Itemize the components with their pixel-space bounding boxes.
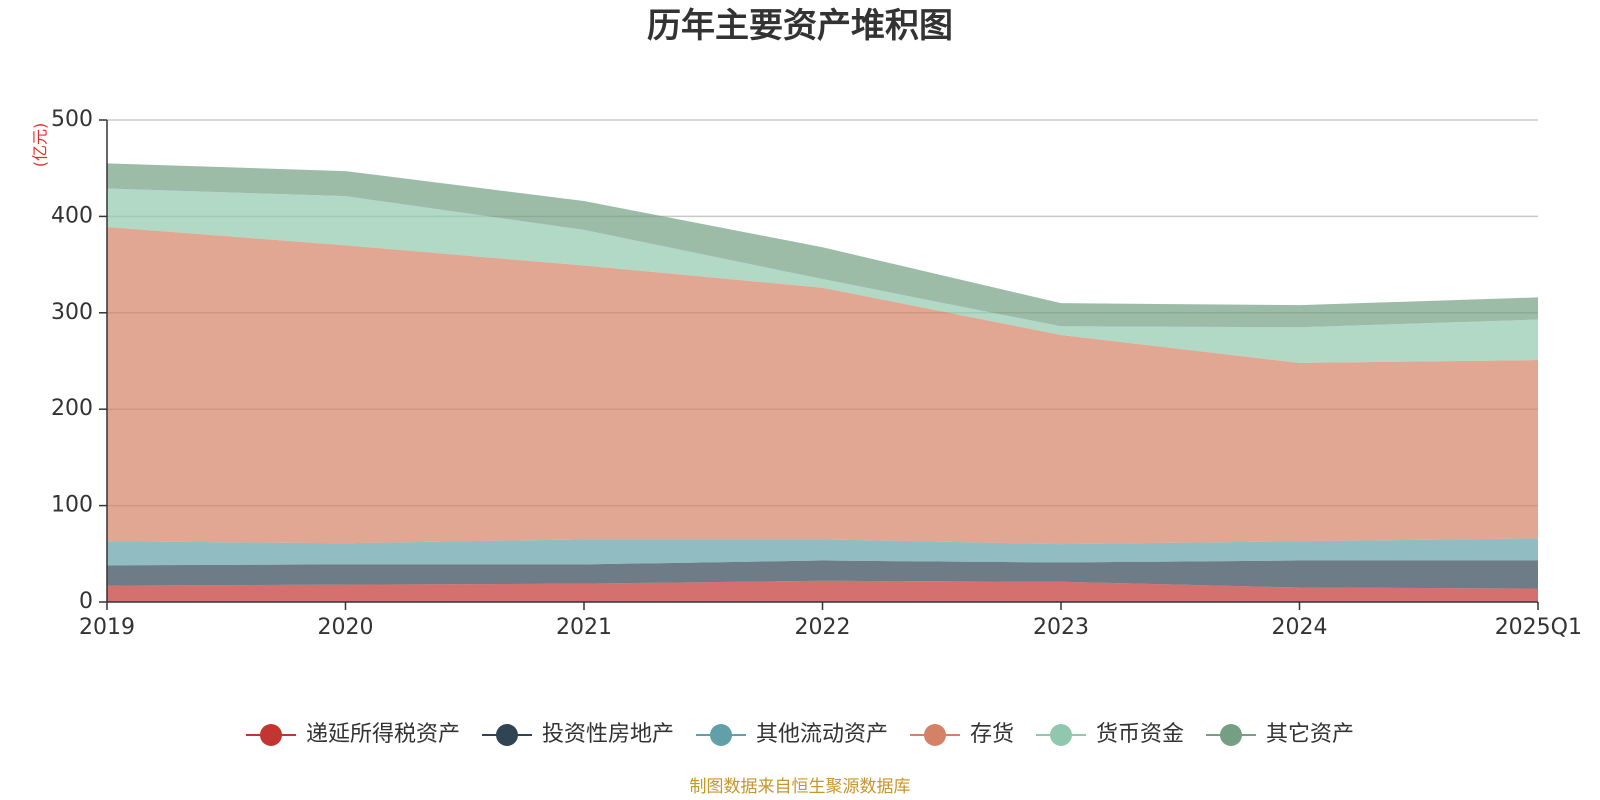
y-axis-unit: (亿元)	[31, 123, 50, 168]
legend-item-2[interactable]: 投资性房地产	[482, 722, 674, 747]
area-series-2	[107, 560, 1538, 589]
legend-item-5[interactable]: 货币资金	[1036, 722, 1184, 747]
area-series-5	[107, 188, 1538, 363]
x-tick-label-2024: 2024	[1272, 615, 1328, 640]
chart-title: 历年主要资产堆积图	[647, 6, 953, 46]
area-series-1	[107, 580, 1538, 602]
y-tick-label-0: 0	[79, 589, 93, 614]
area-series-3	[107, 538, 1538, 566]
legend-label: 货币资金	[1096, 722, 1184, 747]
area-series-4	[107, 227, 1538, 545]
y-tick-label-200: 200	[51, 396, 93, 421]
legend-label: 其它资产	[1266, 722, 1354, 747]
x-tick-label-2019: 2019	[79, 615, 135, 640]
legend-item-4[interactable]: 存货	[910, 722, 1014, 747]
legend-marker	[710, 724, 732, 746]
x-tick-label-2021: 2021	[556, 615, 612, 640]
legend-item-1[interactable]: 递延所得税资产	[246, 722, 460, 747]
legend: 递延所得税资产 投资性房地产 其他流动资产 存货 货币资金 其它资产	[246, 722, 1354, 747]
legend-marker	[260, 724, 282, 746]
legend-marker	[496, 724, 518, 746]
legend-label: 投资性房地产	[542, 722, 674, 747]
legend-item-3[interactable]: 其他流动资产	[696, 722, 888, 747]
y-tick-label-400: 400	[51, 203, 93, 228]
legend-marker	[1220, 724, 1242, 746]
legend-label: 递延所得税资产	[306, 722, 460, 747]
axes: 0 100 200 300 400 500 2019 2020 2021 2022 2023 2024…	[51, 107, 1582, 640]
x-tick-label-2023: 2023	[1033, 615, 1089, 640]
y-tick-label-500: 500	[51, 107, 93, 132]
legend-label: 存货	[970, 722, 1014, 747]
y-tick-label-300: 300	[51, 300, 93, 325]
y-tick-label-100: 100	[51, 493, 93, 518]
x-tick-label-2025Q1: 2025Q1	[1495, 615, 1582, 640]
legend-marker	[924, 724, 946, 746]
x-tick-label-2022: 2022	[795, 615, 851, 640]
area-series-6	[107, 163, 1538, 328]
area-layer	[107, 163, 1538, 602]
source-note: 制图数据来自恒生聚源数据库	[690, 777, 911, 797]
legend-marker	[1050, 724, 1072, 746]
x-tick-label-2020: 2020	[318, 615, 374, 640]
legend-item-6[interactable]: 其它资产	[1206, 722, 1354, 747]
legend-label: 其他流动资产	[756, 722, 888, 747]
